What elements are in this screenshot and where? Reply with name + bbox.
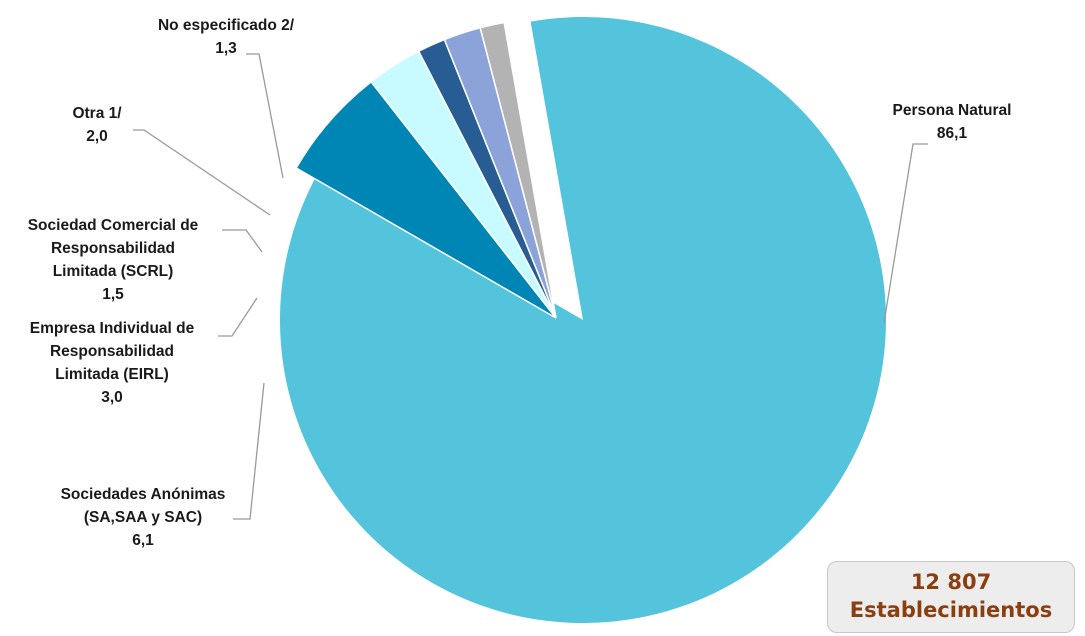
slice-name-line: Limitada (SCRL) xyxy=(53,263,174,280)
slice-name-line: Sociedades Anónimas xyxy=(61,486,226,503)
slice-name-line: Persona Natural xyxy=(893,102,1012,119)
slice-label-eirl: Empresa Individual de Responsabilidad Limi… xyxy=(30,320,195,406)
slice-value-no-especificado: 1,3 xyxy=(215,40,237,57)
slice-value-otra: 2,0 xyxy=(86,128,108,145)
leader-line-no-especificado xyxy=(246,53,284,179)
slice-name-line: Responsabilidad xyxy=(50,343,174,360)
pie-slice-persona-natural xyxy=(279,17,886,624)
slice-name-line: Otra 1/ xyxy=(72,105,122,122)
slice-label-persona-natural: Persona Natural 86,1 xyxy=(893,102,1012,142)
leader-line-sociedades-anonimas xyxy=(233,382,265,520)
slice-name-line: No especificado 2/ xyxy=(158,17,295,34)
slice-label-sociedades-anonimas: Sociedades Anónimas (SA,SAA y SAC) 6,1 xyxy=(61,486,226,549)
slice-value-persona-natural: 86,1 xyxy=(937,125,968,142)
slice-name-line: Empresa Individual de xyxy=(30,320,195,337)
leader-line-otra xyxy=(133,129,271,216)
total-value: 12 807 xyxy=(910,570,992,594)
total-establishments-box: 12 807 Establecimientos xyxy=(827,561,1075,633)
slice-name-line: Responsabilidad xyxy=(51,240,175,257)
slice-value-scrl: 1,5 xyxy=(102,286,124,303)
slice-name-line: Limitada (EIRL) xyxy=(55,366,169,383)
pie-slice-no-especificado xyxy=(479,21,557,319)
leader-line-eirl xyxy=(218,297,258,337)
leader-line-persona-natural xyxy=(883,143,928,324)
slice-label-otra: Otra 1/2,0 xyxy=(72,105,122,145)
leader-line-scrl xyxy=(222,229,263,253)
slice-name-line: (SA,SAA y SAC) xyxy=(84,509,202,526)
total-unit: Establecimientos xyxy=(849,598,1053,622)
slice-label-scrl: Sociedad Comercial de Responsabilidad Limi… xyxy=(28,217,199,303)
slice-name-line: Sociedad Comercial de xyxy=(28,217,199,234)
slice-value-sociedades-anonimas: 6,1 xyxy=(132,532,154,549)
slice-value-eirl: 3,0 xyxy=(101,389,123,406)
slice-label-no-especificado: No especificado 2/1,3 xyxy=(158,17,295,57)
